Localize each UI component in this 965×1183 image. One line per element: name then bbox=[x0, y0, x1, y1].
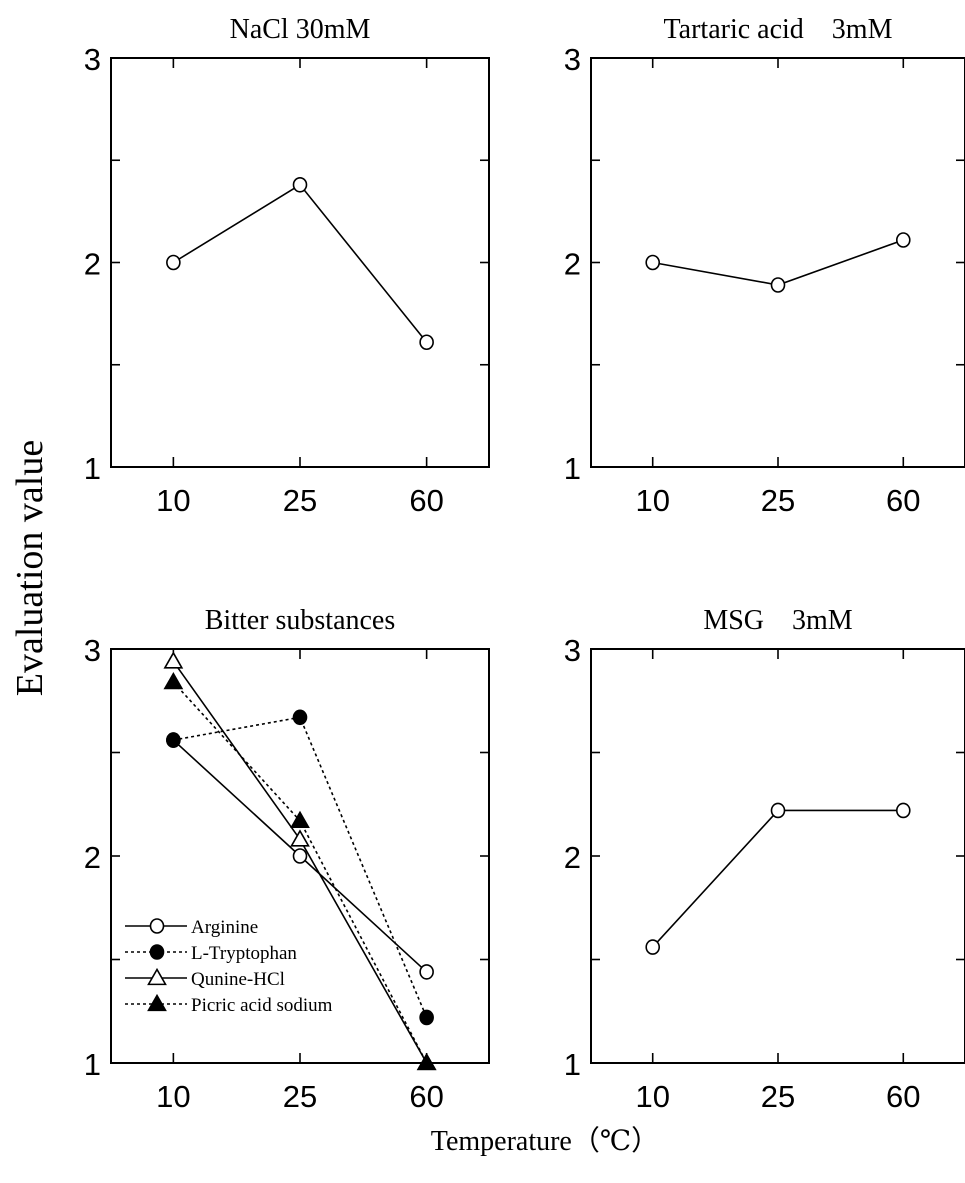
series-line bbox=[652, 809, 904, 948]
series-1 bbox=[166, 176, 434, 351]
legend-label: Arginine bbox=[191, 917, 258, 938]
chart-panel-2: Tartaric acid 3mM 1 2 3 10 25 60 bbox=[564, 14, 965, 518]
chart-title: Bitter substances bbox=[205, 605, 396, 636]
data-point bbox=[416, 1052, 437, 1071]
chart-title: Tartaric acid 3mM bbox=[664, 14, 893, 45]
x-tick-label: 10 bbox=[635, 1079, 669, 1114]
chart-panel-1: NaCl 30mM 1 2 3 10 25 60 bbox=[84, 14, 490, 518]
legend-label: Qunine-HCl bbox=[191, 969, 285, 990]
y-tick-label: 1 bbox=[84, 451, 101, 486]
legend-label: Picric acid sodium bbox=[191, 995, 333, 1016]
x-tick-label: 60 bbox=[409, 1079, 443, 1114]
series-l-tryptophan bbox=[166, 709, 434, 1026]
x-tick-label: 10 bbox=[635, 483, 669, 518]
series-picric-acid-sodium bbox=[163, 672, 437, 1071]
chart-title: MSG 3mM bbox=[703, 605, 852, 636]
legend-label: L-Tryptophan bbox=[191, 943, 297, 964]
data-point bbox=[166, 254, 181, 271]
chart-panel-4: MSG 3mM 1 2 3 10 25 60 bbox=[564, 605, 965, 1114]
x-tick-label: 60 bbox=[886, 483, 920, 518]
x-tick-label: 10 bbox=[156, 1079, 190, 1114]
x-tick-label: 25 bbox=[761, 483, 795, 518]
chart-title: NaCl 30mM bbox=[230, 14, 371, 45]
y-tick-label: 2 bbox=[564, 247, 581, 282]
data-point bbox=[290, 829, 310, 847]
y-tick-label: 3 bbox=[564, 42, 581, 77]
data-point bbox=[895, 232, 911, 248]
y-tick-label: 2 bbox=[564, 840, 581, 875]
plot-frame bbox=[590, 648, 965, 1064]
data-point bbox=[290, 810, 310, 828]
y-tick-label: 2 bbox=[84, 247, 101, 282]
x-tick-label: 25 bbox=[283, 1079, 317, 1114]
series-line bbox=[172, 183, 428, 343]
y-tick-label: 1 bbox=[564, 451, 581, 486]
x-tick-label: 60 bbox=[409, 483, 443, 518]
legend: Arginine L-Tryptophan Qunine-HCl Picric aci… bbox=[125, 917, 333, 1016]
series-arginine bbox=[166, 732, 434, 980]
data-point bbox=[645, 939, 661, 955]
y-axis-label: Evaluation value bbox=[9, 440, 51, 696]
data-point bbox=[292, 709, 308, 726]
data-point bbox=[770, 277, 786, 293]
data-point bbox=[419, 1009, 434, 1026]
data-point bbox=[895, 802, 911, 819]
series-1 bbox=[645, 802, 911, 955]
y-tick-label: 3 bbox=[84, 42, 101, 77]
y-tick-label: 3 bbox=[84, 633, 101, 668]
data-point bbox=[163, 672, 184, 690]
data-point bbox=[645, 254, 661, 271]
chart-panel-3: Bitter substances 1 2 3 10 25 60 Arginine L-Tryp… bbox=[84, 605, 490, 1114]
data-point bbox=[292, 176, 308, 193]
legend-marker bbox=[147, 993, 167, 1012]
legend-marker bbox=[147, 967, 167, 986]
x-axis-label: Temperature（℃） bbox=[431, 1125, 659, 1157]
data-point bbox=[292, 848, 308, 864]
x-tick-label: 10 bbox=[156, 483, 190, 518]
data-point bbox=[166, 732, 181, 748]
x-tick-label: 25 bbox=[283, 483, 317, 518]
data-point bbox=[770, 802, 786, 819]
x-tick-label: 60 bbox=[886, 1079, 920, 1114]
x-tick-label: 25 bbox=[761, 1079, 795, 1114]
chart-panels: NaCl 30mM 1 2 3 10 25 60 Tartaric acid 3mM 1 2 3 10… bbox=[84, 14, 965, 1114]
y-tick-label: 1 bbox=[84, 1047, 101, 1082]
y-tick-label: 2 bbox=[84, 840, 101, 875]
y-tick-label: 1 bbox=[564, 1047, 581, 1082]
legend-marker bbox=[149, 918, 165, 934]
data-point bbox=[419, 334, 434, 351]
series-1 bbox=[645, 232, 911, 293]
data-point bbox=[163, 651, 184, 669]
y-tick-label: 3 bbox=[564, 633, 581, 668]
data-point bbox=[419, 964, 434, 980]
legend-marker bbox=[149, 944, 165, 960]
